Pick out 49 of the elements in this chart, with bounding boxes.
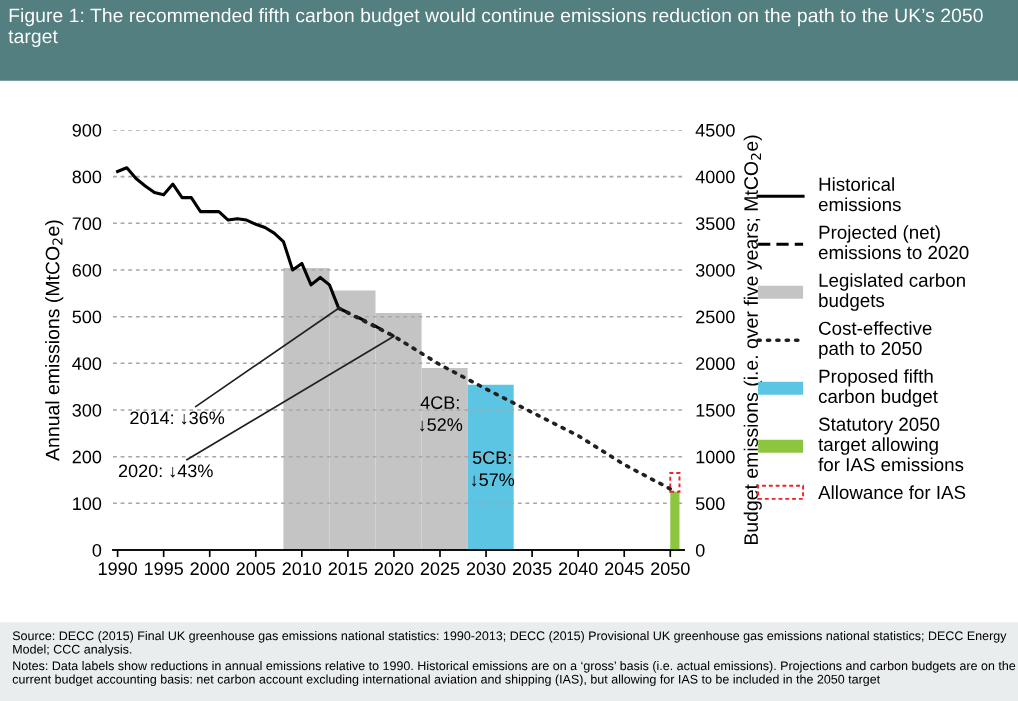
legend-label: Allowance for IAS bbox=[818, 485, 966, 500]
x-tick-label: 2040 bbox=[558, 562, 598, 576]
y-tick-label: 700 bbox=[72, 217, 102, 231]
annotation: 5CB: ↓57% bbox=[472, 451, 515, 487]
legend-label: Cost-effective path to 2050 bbox=[819, 321, 932, 359]
text: Notes: Data labels show reductions in annual emissions relative to 1990. Historical emissions are on a ‘gross’ basis (i.e. actual emissions). Projections and carbon budgets are on the current budget accounting basis: net carbon account excluding international aviation and shipping (IAS), but allowing for IAS to be included in the 2050 target bbox=[12, 661, 1016, 687]
y-tick-label: 100 bbox=[73, 497, 102, 511]
y-tick-label: 0 bbox=[92, 543, 102, 557]
y2-tick-label: 4000 bbox=[695, 170, 735, 184]
y-tick-label: 600 bbox=[72, 263, 102, 277]
y-tick-label: 500 bbox=[72, 310, 102, 324]
y2-axis-title: Budget emissions (i.e. over five years; MtCO$_{2}$e) bbox=[743, 135, 762, 545]
y2-tick-label: 500 bbox=[695, 497, 725, 511]
chart-title: Figure 1: The recommended fifth carbon budget would continue emissions reduction on the path to the UK’s 2050 target bbox=[8, 8, 983, 48]
y2-tick-label: 4500 bbox=[695, 123, 735, 137]
y2-tick-label: 2000 bbox=[696, 357, 735, 371]
annotation: 2020: ↓43% bbox=[118, 464, 213, 478]
x-tick-label: 2025 bbox=[420, 562, 460, 576]
legend-label: Projected (net) emissions to 2020 bbox=[818, 225, 969, 260]
y-axis-title: Annual emissions (MtCO$_{2}$e) bbox=[45, 220, 64, 461]
y-tick-label: 300 bbox=[72, 403, 102, 417]
y-tick-label: 200 bbox=[72, 450, 102, 464]
x-tick-label: 2020 bbox=[374, 562, 414, 576]
x-tick-label: 2050 bbox=[651, 562, 690, 576]
source-note: Source: DECC (2015) Final UK greenhouse gas emissions national statistics: 1990-2013; DECC (2015) Provisional UK greenhouse gas emissions national statistics; DECC Energy Model; CCC analysis. bbox=[12, 631, 1007, 657]
annotation: 2014: ↓36% bbox=[130, 411, 225, 425]
y2-tick-label: 3000 bbox=[695, 263, 735, 277]
x-tick-label: 2005 bbox=[236, 562, 276, 576]
y2-tick-label: 2500 bbox=[696, 310, 735, 324]
x-tick-label: 2035 bbox=[512, 562, 552, 576]
annotation: 4CB: ↓52% bbox=[420, 396, 463, 432]
x-tick-label: 2010 bbox=[282, 562, 322, 576]
x-tick-label: 2045 bbox=[605, 562, 644, 576]
legend-label: Statutory 2050 target allowing for IAS emissions bbox=[818, 417, 964, 472]
y2-tick-label: 0 bbox=[695, 543, 705, 557]
y-tick-label: 400 bbox=[72, 357, 102, 371]
y2-tick-label: 1500 bbox=[696, 403, 735, 417]
x-tick-label: 2030 bbox=[466, 562, 506, 576]
legend-label: Historical emissions bbox=[818, 177, 901, 212]
x-tick-label: 2015 bbox=[328, 562, 368, 576]
y-tick-label: 900 bbox=[72, 123, 102, 137]
x-tick-label: 1990 bbox=[98, 562, 137, 576]
x-tick-label: 1995 bbox=[144, 562, 183, 576]
y-tick-label: 800 bbox=[72, 170, 102, 184]
y2-tick-label: 1000 bbox=[696, 450, 735, 464]
y2-tick-label: 3500 bbox=[695, 217, 735, 231]
x-tick-label: 2000 bbox=[190, 562, 230, 576]
legend-label: Proposed fifth carbon budget bbox=[818, 369, 938, 407]
legend-label: Legislated carbon budgets bbox=[819, 273, 965, 311]
